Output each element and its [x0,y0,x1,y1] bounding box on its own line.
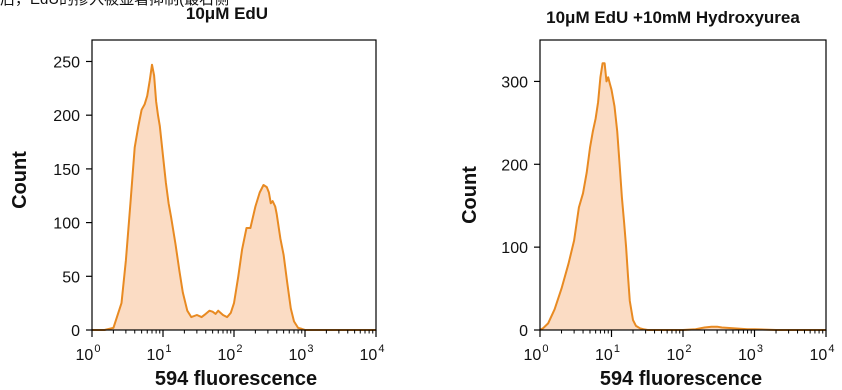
chart-1-series-line [92,63,376,331]
chart-2-title: 10μM EdU +10mM Hydroxyurea [546,8,800,27]
chart-1-ytick-label-0: 0 [71,323,80,340]
chart-1-title: 10μM EdU [186,4,268,23]
chart-2-ylabel: Count [459,166,481,224]
chart-1-ytick-label-2: 100 [53,216,80,233]
chart-2-xtick-label-3: 103 [738,343,763,364]
chart-2-ytick-label-1: 100 [501,240,528,257]
chart-1-xtick-label-0: 100 [76,343,101,364]
chart-1-xtick-label-3: 103 [289,343,314,364]
chart-2-xtick-label-4: 104 [810,343,835,364]
chart-1-xlabel: 594 fluorescence [155,368,317,390]
chart-1: 0 50 100 150 200 250 100 101 102 103 104 10μM EdU Co… [9,4,384,390]
chart-2-xtick-label-2: 102 [667,343,692,364]
chart-2-ytick-label-3: 300 [501,74,528,91]
chart-1-ytick-label-3: 150 [53,162,80,179]
chart-1-xtick-label-2: 102 [218,343,243,364]
chart-2-ytick-label-0: 0 [519,323,528,340]
chart-1-series-area [92,64,376,330]
chart-1-xtick-label-4: 104 [360,343,385,364]
chart-1-ytick-label-5: 250 [53,54,80,71]
chart-2-series-line [539,62,826,331]
chart-1-ytick-label-4: 200 [53,108,80,125]
chart-2-xlabel: 594 fluorescence [600,368,762,390]
chart-1-ytick-label-1: 50 [62,269,80,286]
chart-2-xtick-label-0: 100 [524,343,549,364]
clipped-caption: 后，EdU的掺入被显著抑制(最右侧一列)。 [0,0,240,11]
chart-2-ytick-label-2: 200 [501,157,528,174]
chart-2-xtick-label-1: 101 [595,343,620,364]
chart-2-series-area [540,63,826,330]
chart-1-ylabel: Count [9,151,31,209]
chart-1-xtick-label-1: 101 [147,343,172,364]
chart-2: 0 100 200 300 100 101 102 103 104 10μM EdU +10mM … [459,8,834,390]
